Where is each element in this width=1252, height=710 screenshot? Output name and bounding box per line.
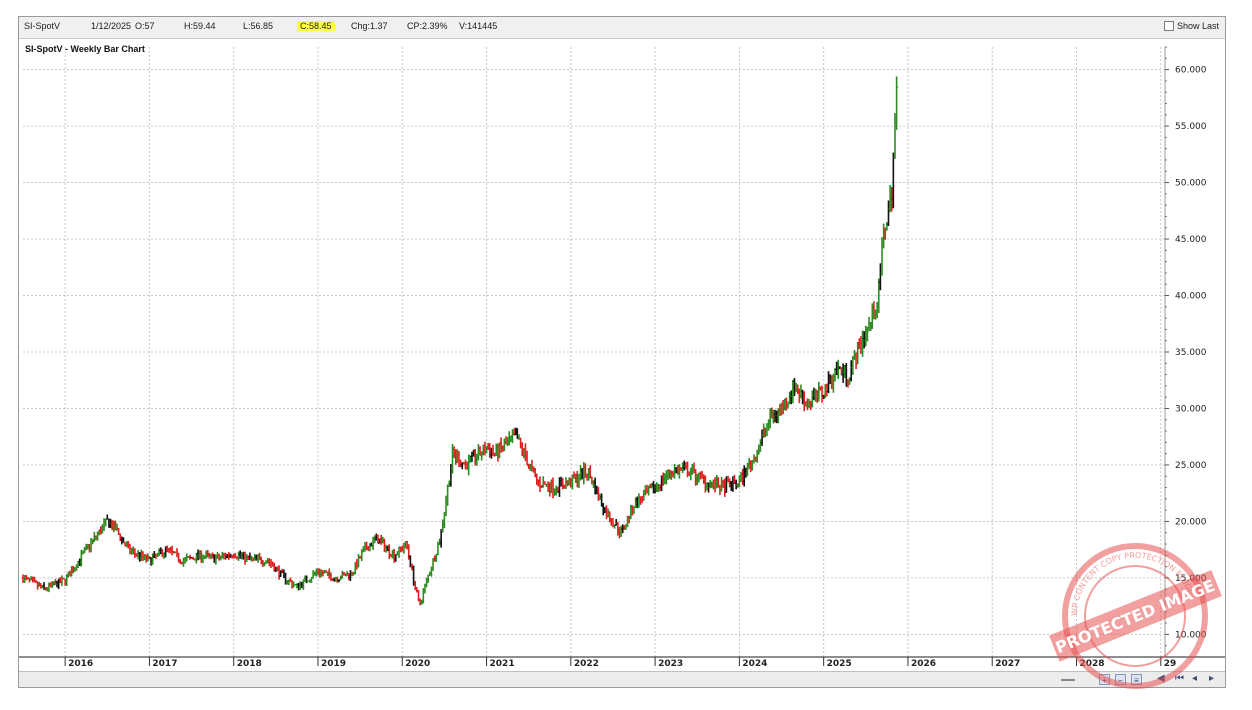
close-value: C:58.45 (297, 21, 335, 31)
price-bar (105, 514, 109, 520)
y-tick-label: 40.000 (1175, 292, 1207, 302)
y-tick-label: 30.000 (1175, 404, 1207, 414)
x-tick-label: 2028 (1080, 659, 1105, 669)
date-label: 1/12/2025 (91, 21, 132, 31)
time-axis: 2016 2017 2018 2019 2020 2021 2022 2023 2024 2025… (64, 657, 1177, 669)
stamp-outer-ring (1062, 543, 1208, 689)
show-last-toggle[interactable]: Show Last (1163, 21, 1219, 31)
x-tick-label: 2021 (490, 659, 515, 669)
low-value: L:56.85 (243, 21, 274, 31)
x-tick-label: 2018 (237, 659, 262, 669)
x-tick-label: 2025 (827, 659, 852, 669)
x-tick-label: 2020 (405, 659, 430, 669)
x-tick-label: 2016 (68, 659, 93, 669)
x-tick-label: 2026 (911, 659, 936, 669)
y-tick-label: 45.000 (1175, 235, 1207, 245)
x-tick-label: 2024 (742, 659, 767, 669)
show-last-checkbox[interactable] (1163, 21, 1174, 31)
x-tick-label: 2027 (995, 659, 1020, 669)
price-bar (894, 76, 899, 130)
symbol-label: SI-SpotV (24, 21, 61, 31)
scroll-thumb[interactable] (1061, 679, 1075, 681)
bars-layer (21, 76, 899, 606)
chart-scrollbar[interactable]: + − ≡ ◀ ⏮ ◂ ▸ (19, 671, 1225, 687)
change-pct-value: CP:2.39% (407, 21, 448, 31)
y-tick-label: 60.000 (1175, 66, 1207, 76)
chart-window: SI-SpotV 1/12/2025 O:57 H:59.44 L:56.85 … (18, 16, 1226, 688)
info-bar: SI-SpotV 1/12/2025 O:57 H:59.44 L:56.85 … (19, 17, 1225, 39)
x-tick-label: 2023 (658, 659, 683, 669)
y-tick-label: 20.000 (1175, 517, 1207, 527)
open-value: O:57 (135, 21, 155, 31)
show-last-label: Show Last (1176, 21, 1219, 31)
stamp-inner-ring (1084, 565, 1186, 667)
price-chart[interactable]: 60.000 55.000 50.000 45.000 40.000 35.000 30.0… (19, 17, 1225, 671)
x-tick-label: 2017 (152, 659, 177, 669)
y-tick-label: 25.000 (1175, 461, 1207, 471)
chart-title: SI-SpotV - Weekly Bar Chart (25, 44, 145, 54)
y-tick-label: 10.000 (1175, 630, 1207, 640)
y-tick-label: 35.000 (1175, 348, 1207, 358)
protected-image-stamp: WP CONTENT COPY PROTECTION PLUGIN PROTEC… (1049, 543, 1222, 689)
scroll-left-icon[interactable]: ◂ (1192, 673, 1198, 684)
scroll-first-icon[interactable]: ⏮ (1175, 673, 1184, 684)
x-tick-label: 2019 (321, 659, 346, 669)
y-tick-label: 55.000 (1175, 122, 1207, 132)
grid-layer (23, 47, 1165, 657)
scroll-right-icon[interactable]: ▸ (1209, 673, 1215, 684)
volume-value: V:141445 (459, 21, 498, 31)
high-value: H:59.44 (184, 21, 216, 31)
stamp-banner (1049, 570, 1222, 662)
x-tick-label: 2022 (574, 659, 599, 669)
x-tick-label: 29 (1164, 659, 1177, 669)
change-value: Chg:1.37 (351, 21, 388, 31)
y-tick-label: 50.000 (1175, 179, 1207, 189)
